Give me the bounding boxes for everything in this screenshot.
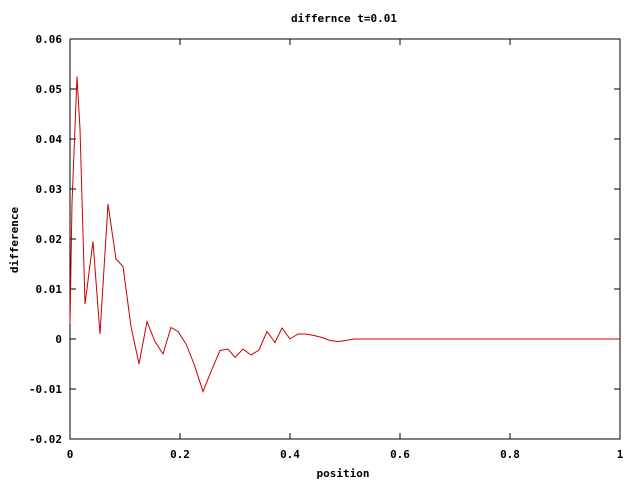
y-tick-label: -0.01 [29,383,62,396]
chart-title: differnce t=0.01 [291,12,397,25]
y-tick-label: 0.06 [36,33,63,46]
axis-ticks [69,38,621,440]
y-tick-label: 0 [55,333,62,346]
x-tick-label: 1 [617,448,624,461]
plot-frame [69,38,621,440]
y-tick-label: 0.04 [36,133,63,146]
y-tick-label: 0.02 [36,233,63,246]
y-tick-label: -0.02 [29,433,62,446]
y-tick-labels: -0.02 -0.01 0 0.01 0.02 0.03 0.04 0.05 0.06 [29,33,62,446]
x-tick-label: 0.4 [280,448,300,461]
y-tick-label: 0.01 [36,283,63,296]
x-tick-label: 0 [67,448,74,461]
x-tick-label: 0.8 [500,448,520,461]
x-tick-label: 0.2 [170,448,190,461]
x-tick-labels: 0 0.2 0.4 0.6 0.8 1 [67,448,624,461]
series-line [69,76,620,393]
x-tick-label: 0.6 [390,448,410,461]
y-tick-label: 0.03 [36,183,63,196]
y-tick-label: 0.05 [36,83,63,96]
y-axis-label: difference [8,207,21,274]
x-axis-label: position [317,467,370,480]
